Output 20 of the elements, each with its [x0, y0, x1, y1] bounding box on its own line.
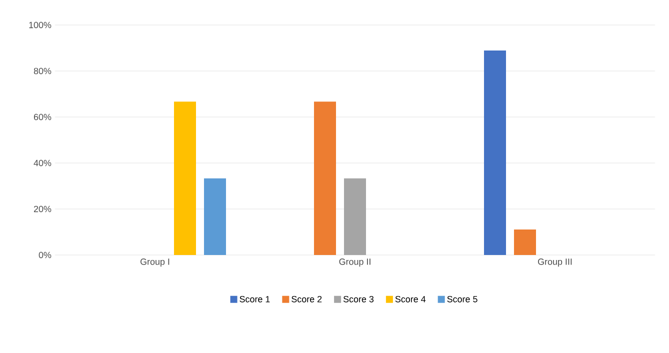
- y-tick-label: 80%: [34, 68, 52, 74]
- bar: [484, 50, 506, 255]
- y-tick-label: 40%: [34, 160, 52, 166]
- legend-label: Score 1: [240, 296, 270, 302]
- legend-label: Score 2: [292, 296, 322, 302]
- x-tick-label: Group II: [339, 258, 370, 267]
- legend-label: Score 5: [447, 296, 478, 302]
- bar: [344, 178, 366, 255]
- bar: [514, 229, 536, 255]
- y-tick-label: 60%: [34, 114, 52, 120]
- x-tick-label: Group III: [538, 258, 572, 267]
- legend-label: Score 4: [395, 296, 426, 302]
- bar: [314, 102, 336, 255]
- y-tick-label: 20%: [34, 206, 52, 212]
- legend-label: Score 3: [343, 296, 374, 302]
- y-tick-label: 0%: [38, 252, 52, 258]
- bar: [174, 102, 196, 255]
- x-tick-label: Group I: [140, 258, 170, 267]
- y-tick-label: 100%: [29, 22, 52, 28]
- bar: [204, 178, 226, 255]
